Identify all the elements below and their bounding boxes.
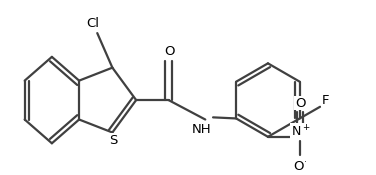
Text: F: F xyxy=(322,94,329,107)
Text: O$^·$: O$^·$ xyxy=(293,160,308,173)
Text: S: S xyxy=(109,134,117,147)
Text: Cl: Cl xyxy=(86,17,99,30)
Text: O: O xyxy=(165,45,175,58)
Text: NH: NH xyxy=(192,122,212,135)
Text: O: O xyxy=(295,97,306,110)
Text: N$^+$: N$^+$ xyxy=(291,124,310,139)
